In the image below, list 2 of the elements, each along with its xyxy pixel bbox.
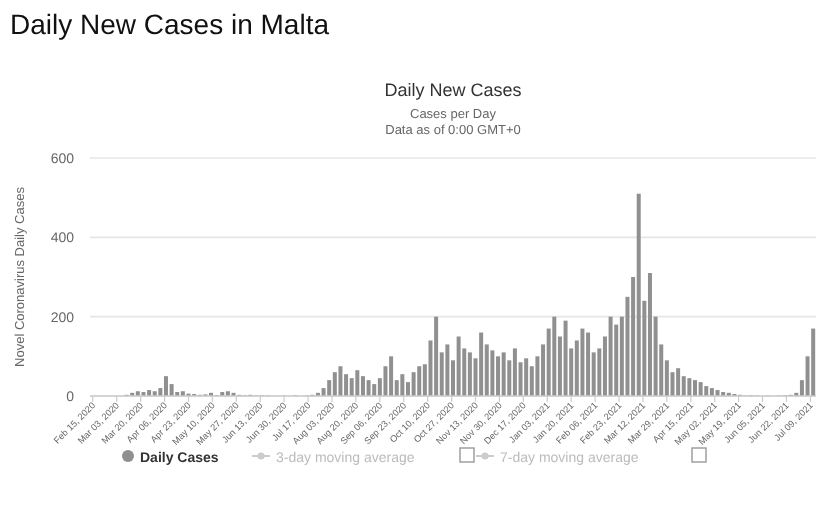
chart-subtitle: Daily New Cases [384,80,523,100]
chart-title: Daily New Cases in Malta [10,8,330,40]
